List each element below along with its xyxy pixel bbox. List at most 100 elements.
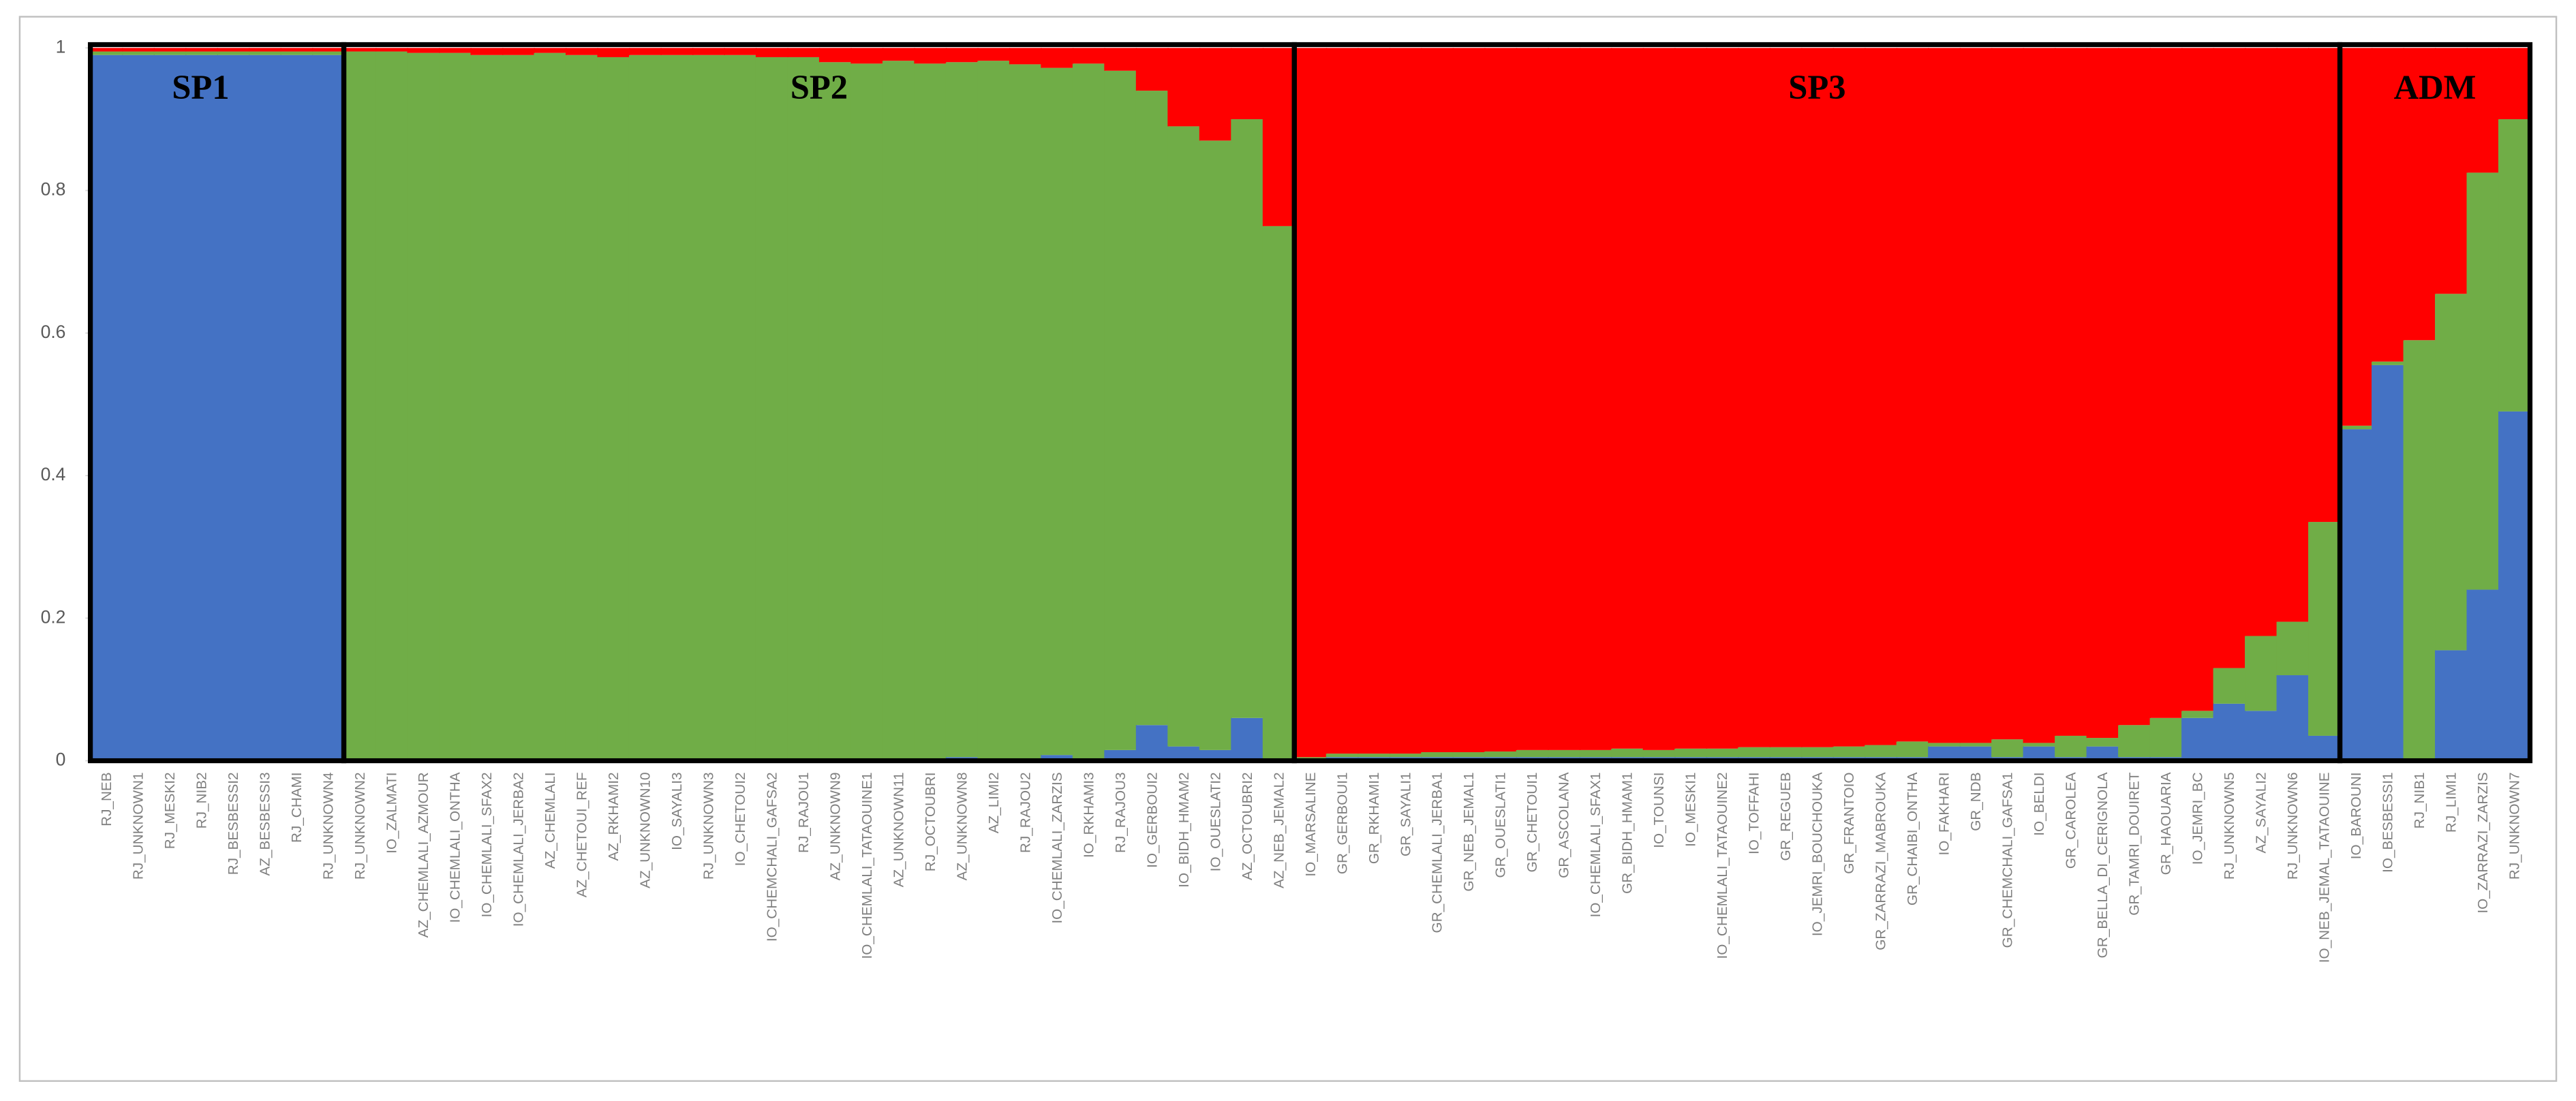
bar-segment xyxy=(1262,226,1295,761)
bar-segment xyxy=(1928,48,1961,743)
x-tick-label: GR_HAOUARIA xyxy=(2158,772,2174,875)
bar-segment xyxy=(977,48,1011,61)
x-tick-label: AZ_CHETOUI_REF xyxy=(574,772,589,897)
x-tick-label: IO_GERBOUI2 xyxy=(1144,772,1160,867)
bar-segment xyxy=(914,48,947,64)
bar-segment xyxy=(2435,294,2468,651)
x-tick-label: IO_CHEMLALI_SFAX1 xyxy=(1588,772,1604,917)
bar-segment xyxy=(660,48,694,55)
group-label: ADM xyxy=(2394,68,2477,106)
x-tick-label: IO_BESBESSI1 xyxy=(2380,772,2396,872)
bar-segment xyxy=(1516,749,1549,758)
bar-segment xyxy=(1833,746,1866,758)
x-tick-label: IO_JEMRI_BOUCHOUKA xyxy=(1810,772,1826,936)
bar-segment xyxy=(1896,48,1929,742)
bar-segment xyxy=(1421,48,1454,753)
x-tick-label: AZ_CHEMLALI_AZMOUR xyxy=(416,772,431,937)
bar-segment xyxy=(1358,48,1391,754)
x-tick-label: RJ_UNKNOWN5 xyxy=(2222,772,2237,880)
y-tick-label: 0.4 xyxy=(41,464,66,484)
bar-segment xyxy=(122,48,155,52)
bar-segment xyxy=(2466,589,2500,761)
bar-segment xyxy=(755,57,788,761)
x-tick-label: AZ_BESBESSI3 xyxy=(258,772,273,875)
bar-segment xyxy=(1896,741,1929,758)
x-tick-label: GR_CHEMLALI_JERBA1 xyxy=(1430,772,1445,933)
bar-segment xyxy=(2181,717,2215,761)
x-tick-label: AZ_UNKNOWN10 xyxy=(637,772,653,888)
bar-segment xyxy=(2403,340,2436,761)
x-tick-label: RJ_UNKNOWN2 xyxy=(352,772,368,880)
x-tick-label: AZ_UNKNOWN11 xyxy=(891,772,906,887)
x-tick-label: GR_NEB_JEMAL1 xyxy=(1461,772,1477,891)
bar-segment xyxy=(1991,739,2025,758)
x-tick-label: IO_CHEMLALI_TATAOUINE2 xyxy=(1715,772,1730,959)
bar-segment xyxy=(375,51,408,761)
bar-segment xyxy=(1611,48,1644,749)
bar-segment xyxy=(343,51,377,761)
bar-segment xyxy=(2498,411,2531,761)
x-tick-label: IO_OUESLATI2 xyxy=(1208,772,1223,871)
bar-segment xyxy=(2276,48,2310,622)
x-tick-label: AZ_OCTOUBRI2 xyxy=(1240,772,1255,880)
bar-segment xyxy=(1642,749,1676,758)
bar-segment xyxy=(2245,48,2278,636)
x-tick-label: AZ_LIMI2 xyxy=(986,772,1002,833)
x-tick-label: RJ_RAJOU2 xyxy=(1017,772,1033,853)
bar-segment xyxy=(2403,48,2436,341)
group-label: SP2 xyxy=(791,68,848,106)
x-tick-label: GR_REGUEB xyxy=(1778,772,1794,860)
bar-segment xyxy=(1421,752,1454,758)
bar-segment xyxy=(312,51,345,55)
x-tick-label: GR_CHAIBI_ONTHA xyxy=(1905,772,1920,905)
bar-segment xyxy=(1358,754,1391,758)
bar-segment xyxy=(1959,48,1993,743)
bar-segment xyxy=(1199,140,1232,750)
bar-segment xyxy=(2340,429,2373,761)
bar-segment xyxy=(1959,746,1993,761)
y-tick-label: 0.8 xyxy=(41,179,66,200)
bar-segment xyxy=(2340,425,2373,430)
bar-segment xyxy=(1199,48,1232,141)
y-tick-label: 0 xyxy=(56,749,66,770)
x-tick-label: AZ_RKHAMI2 xyxy=(606,772,622,860)
bar-segment xyxy=(724,55,757,761)
bar-segment xyxy=(1452,48,1486,753)
bar-segment xyxy=(2213,48,2246,668)
bar-segment xyxy=(2086,48,2119,739)
bar-segment xyxy=(1611,748,1644,758)
bar-segment xyxy=(2055,735,2088,758)
x-tick-label: RJ_NIB2 xyxy=(194,772,210,828)
x-tick-label: IO_NEB_JEMAL_TATAOUINE xyxy=(2317,772,2333,963)
bar-segment xyxy=(1548,749,1581,758)
x-tick-label: AZ_UNKNOWN9 xyxy=(827,772,843,880)
x-tick-label: IO_BELDI xyxy=(2031,772,2047,835)
bar-segment xyxy=(2181,48,2215,711)
x-tick-label: RJ_UNKNOWN3 xyxy=(701,772,716,880)
bar-segment xyxy=(280,51,313,55)
bar-segment xyxy=(534,48,567,53)
x-tick-label: IO_FAKHARI xyxy=(1937,772,1952,855)
bar-segment xyxy=(1167,126,1201,747)
bar-segment xyxy=(628,55,662,761)
x-tick-label: IO_MARSALINE xyxy=(1303,772,1319,876)
bar-segment xyxy=(1041,48,1074,68)
bar-segment xyxy=(1928,746,1961,761)
bar-segment xyxy=(2118,48,2151,726)
x-tick-label: IO_CHEMLALI_JERBA2 xyxy=(510,772,526,927)
x-tick-label: RJ_OCTOUBRI xyxy=(923,772,938,871)
bar-segment xyxy=(2086,738,2119,747)
bar-segment xyxy=(1325,754,1359,758)
bar-segment xyxy=(185,48,219,52)
bar-segment xyxy=(1579,48,1612,750)
bar-segment xyxy=(882,61,915,761)
bar-segment xyxy=(1801,48,1835,747)
bar-segment xyxy=(470,48,504,55)
bar-segment xyxy=(597,48,630,57)
bar-segment xyxy=(2149,717,2183,758)
bar-segment xyxy=(280,55,313,761)
x-tick-label: RJ_UNKNOWN7 xyxy=(2506,772,2522,880)
bar-segment xyxy=(850,63,884,761)
x-tick-label: RJ_RAJOU1 xyxy=(796,772,812,853)
bar-segment xyxy=(122,51,155,55)
